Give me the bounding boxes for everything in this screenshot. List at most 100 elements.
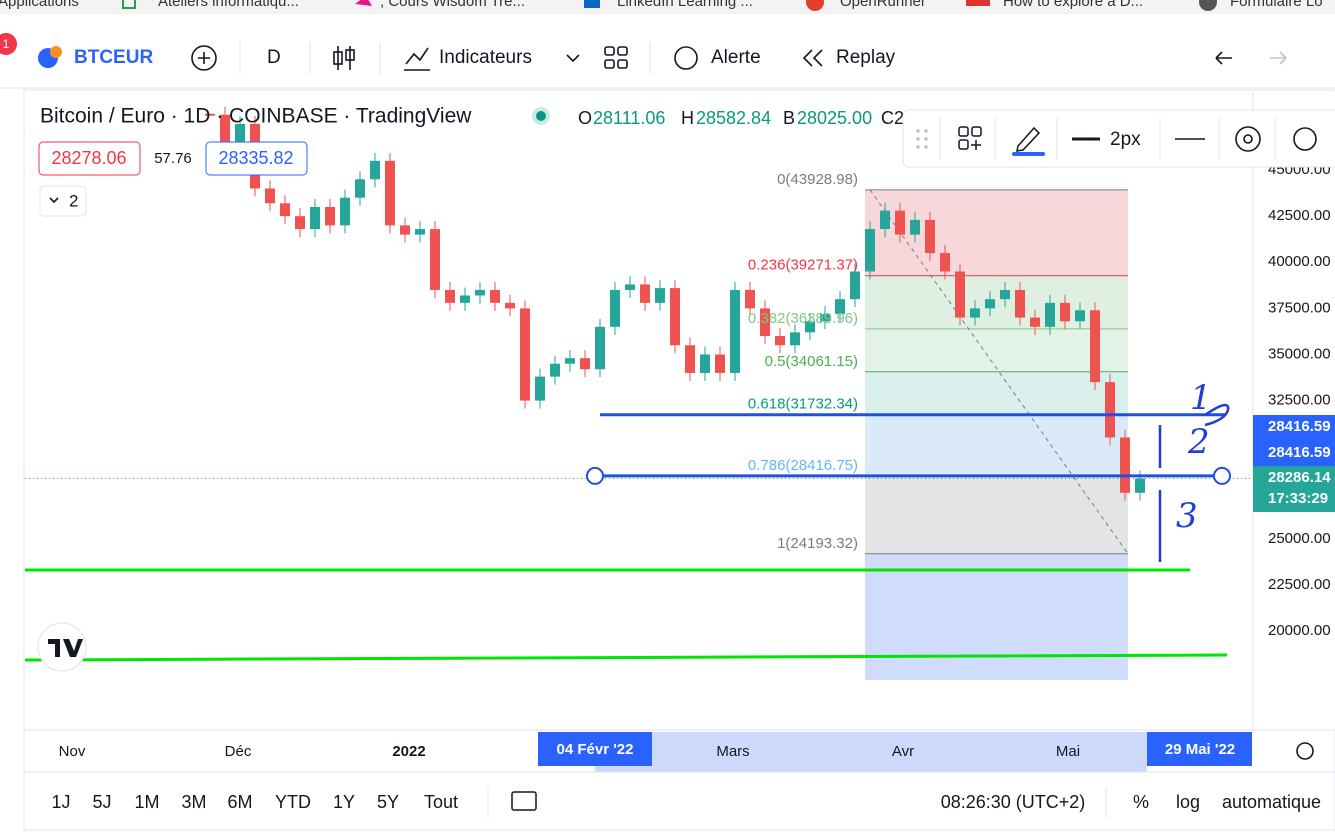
candle-body <box>430 229 440 290</box>
range-button[interactable]: 1Y <box>333 792 355 812</box>
fib-label: 1(24193.32) <box>777 535 858 552</box>
fib-zone <box>865 371 1128 415</box>
buy-button[interactable] <box>205 141 308 176</box>
candle-body <box>535 376 545 401</box>
candle-body <box>1000 289 1010 300</box>
candle-body <box>880 210 890 230</box>
range-button[interactable]: 1J <box>51 792 70 812</box>
color-button[interactable] <box>1016 126 1041 152</box>
redo-button[interactable] <box>1270 51 1287 65</box>
sell-button[interactable] <box>38 141 141 176</box>
log-toggle[interactable]: log <box>1176 792 1200 812</box>
candle-body <box>460 295 470 303</box>
candle-body <box>1045 302 1055 327</box>
range-button[interactable]: 5J <box>92 792 111 812</box>
price-tag-label: 28416.59 <box>1268 418 1331 435</box>
buy-price[interactable]: 28335.82 <box>218 148 293 168</box>
candle-body <box>415 229 425 235</box>
candle-body <box>1105 382 1115 438</box>
auto-toggle[interactable]: automatique <box>1222 792 1321 812</box>
range-button[interactable]: Tout <box>424 792 458 812</box>
fib-zone <box>865 189 1128 276</box>
candle-body <box>805 321 815 333</box>
handwriting <box>1158 403 1230 562</box>
bookmark[interactable]: Formulaire Lo <box>1230 0 1323 10</box>
bookmark[interactable]: Applications <box>0 0 79 10</box>
settings-button[interactable] <box>1235 126 1261 152</box>
bookmark[interactable]: Ateliers informatiqu... <box>158 0 299 10</box>
time-label: Mars <box>716 743 749 760</box>
fib-label: 0.382(36389.96) <box>748 310 858 327</box>
alert-icon[interactable] <box>674 46 698 70</box>
fib-zone <box>865 475 1128 554</box>
range-button[interactable]: 1M <box>134 792 159 812</box>
alert-drawing-button[interactable] <box>1293 127 1317 151</box>
price-axis-labels: 45000.0042500.0040000.0037500.0035000.00… <box>1253 161 1335 639</box>
candle-body <box>760 308 770 337</box>
range-button[interactable]: 5Y <box>377 792 399 812</box>
candle-body <box>565 358 575 364</box>
interval[interactable]: D <box>267 47 281 68</box>
candle-body <box>520 308 530 401</box>
indicators-button[interactable]: Indicateurs <box>439 47 532 68</box>
notification-badge <box>0 33 17 55</box>
annotation: 3 <box>1176 496 1198 536</box>
candle-body <box>280 203 290 217</box>
price-tag-label: 28286.14 <box>1268 469 1331 486</box>
fib-label: 0.618(31732.34) <box>748 396 858 413</box>
layout-button[interactable] <box>604 46 628 69</box>
candle-body <box>790 332 800 346</box>
fib-zone <box>865 328 1128 372</box>
candle-body <box>865 229 875 272</box>
bookmark[interactable]: How to explore a D... <box>1003 0 1143 10</box>
bookmark[interactable]: OpenRunner <box>840 0 926 10</box>
replay-button[interactable]: Replay <box>836 47 896 68</box>
candle-body <box>295 216 305 230</box>
badge-count: 1 <box>3 37 10 51</box>
candle-body <box>475 289 485 296</box>
candle-body <box>715 354 725 373</box>
indicators-toggle[interactable] <box>39 185 87 217</box>
percent-toggle[interactable]: % <box>1133 792 1149 812</box>
indicators-icon[interactable] <box>404 47 430 71</box>
range-button[interactable]: 6M <box>227 792 252 812</box>
range-start-box <box>538 732 652 766</box>
bookmark[interactable]: LinkedIn Learning ... <box>617 0 753 10</box>
range-button[interactable]: YTD <box>275 792 311 812</box>
candle-body <box>670 288 680 346</box>
indicators-count[interactable]: 2 <box>69 191 78 210</box>
annotation: 2 <box>1187 422 1210 462</box>
chart-frame <box>23 89 1335 831</box>
undo-button[interactable] <box>1215 51 1232 65</box>
axis-settings[interactable] <box>1296 742 1314 760</box>
tv-logo <box>37 622 87 672</box>
line-width[interactable]: 2px <box>1110 129 1141 150</box>
time-label: Nov <box>59 743 86 760</box>
range-button[interactable]: 3M <box>181 792 206 812</box>
candle-body <box>625 284 635 290</box>
y-tick-label: 20000.00 <box>1268 622 1331 639</box>
fib-label: 0.236(39271.37) <box>748 257 858 274</box>
replay-icon[interactable] <box>802 49 823 67</box>
templates-button[interactable] <box>958 126 982 150</box>
candle-body <box>970 308 980 318</box>
fib-zone <box>865 414 1128 476</box>
symbol[interactable]: BTCEUR <box>74 47 153 68</box>
ohlc-key: B <box>783 108 795 128</box>
bookmark[interactable]: ; Cours Wisdom Tre... <box>380 0 525 10</box>
candle-body <box>1015 289 1025 318</box>
ohlc-key: H <box>681 108 694 128</box>
candle-body <box>1075 310 1085 322</box>
y-tick-label: 32500.00 <box>1268 392 1331 409</box>
add-symbol-button[interactable] <box>191 45 217 71</box>
plot-area: 0(43928.98) 0.236(39271.37) 0.382(36389.96… <box>25 106 1253 680</box>
candle-body <box>220 114 230 143</box>
sell-price[interactable]: 28278.06 <box>51 148 126 168</box>
candle-body <box>925 219 935 254</box>
line-handle <box>586 466 604 485</box>
candle-body <box>505 302 515 309</box>
goto-date-button[interactable] <box>511 791 537 811</box>
alert-button[interactable]: Alerte <box>711 47 761 68</box>
annotation: 1 <box>1190 378 1212 418</box>
